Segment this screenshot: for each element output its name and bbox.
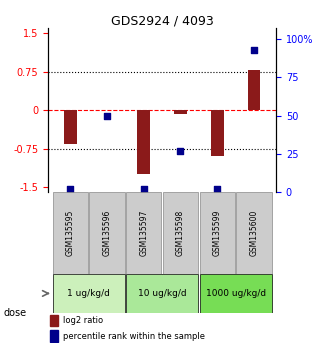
Text: percentile rank within the sample: percentile rank within the sample [63, 331, 205, 341]
Point [141, 186, 146, 192]
Text: 1000 ug/kg/d: 1000 ug/kg/d [205, 289, 266, 298]
Bar [174, 110, 187, 114]
Bar [50, 330, 58, 342]
Text: GSM135600: GSM135600 [249, 210, 258, 256]
Point [104, 113, 109, 119]
FancyBboxPatch shape [200, 192, 235, 274]
Point [178, 148, 183, 154]
Title: GDS2924 / 4093: GDS2924 / 4093 [111, 14, 213, 27]
Text: 1 ug/kg/d: 1 ug/kg/d [67, 289, 110, 298]
FancyBboxPatch shape [53, 274, 125, 313]
Text: GSM135595: GSM135595 [66, 210, 75, 256]
Bar [50, 315, 58, 326]
Point [68, 186, 73, 192]
Text: GSM135598: GSM135598 [176, 210, 185, 256]
Text: dose: dose [3, 308, 26, 318]
Bar [247, 70, 260, 110]
Point [215, 186, 220, 192]
Text: GSM135599: GSM135599 [213, 210, 222, 256]
Bar [137, 110, 150, 174]
FancyBboxPatch shape [236, 192, 272, 274]
FancyBboxPatch shape [163, 192, 198, 274]
Point [251, 47, 256, 53]
Text: log2 ratio: log2 ratio [63, 316, 103, 325]
FancyBboxPatch shape [126, 274, 198, 313]
Text: 10 ug/kg/d: 10 ug/kg/d [138, 289, 187, 298]
FancyBboxPatch shape [200, 274, 272, 313]
Bar [211, 110, 224, 156]
FancyBboxPatch shape [53, 192, 88, 274]
Text: GSM135596: GSM135596 [102, 210, 111, 256]
Text: GSM135597: GSM135597 [139, 210, 148, 256]
FancyBboxPatch shape [126, 192, 161, 274]
Bar [64, 110, 77, 144]
FancyBboxPatch shape [89, 192, 125, 274]
